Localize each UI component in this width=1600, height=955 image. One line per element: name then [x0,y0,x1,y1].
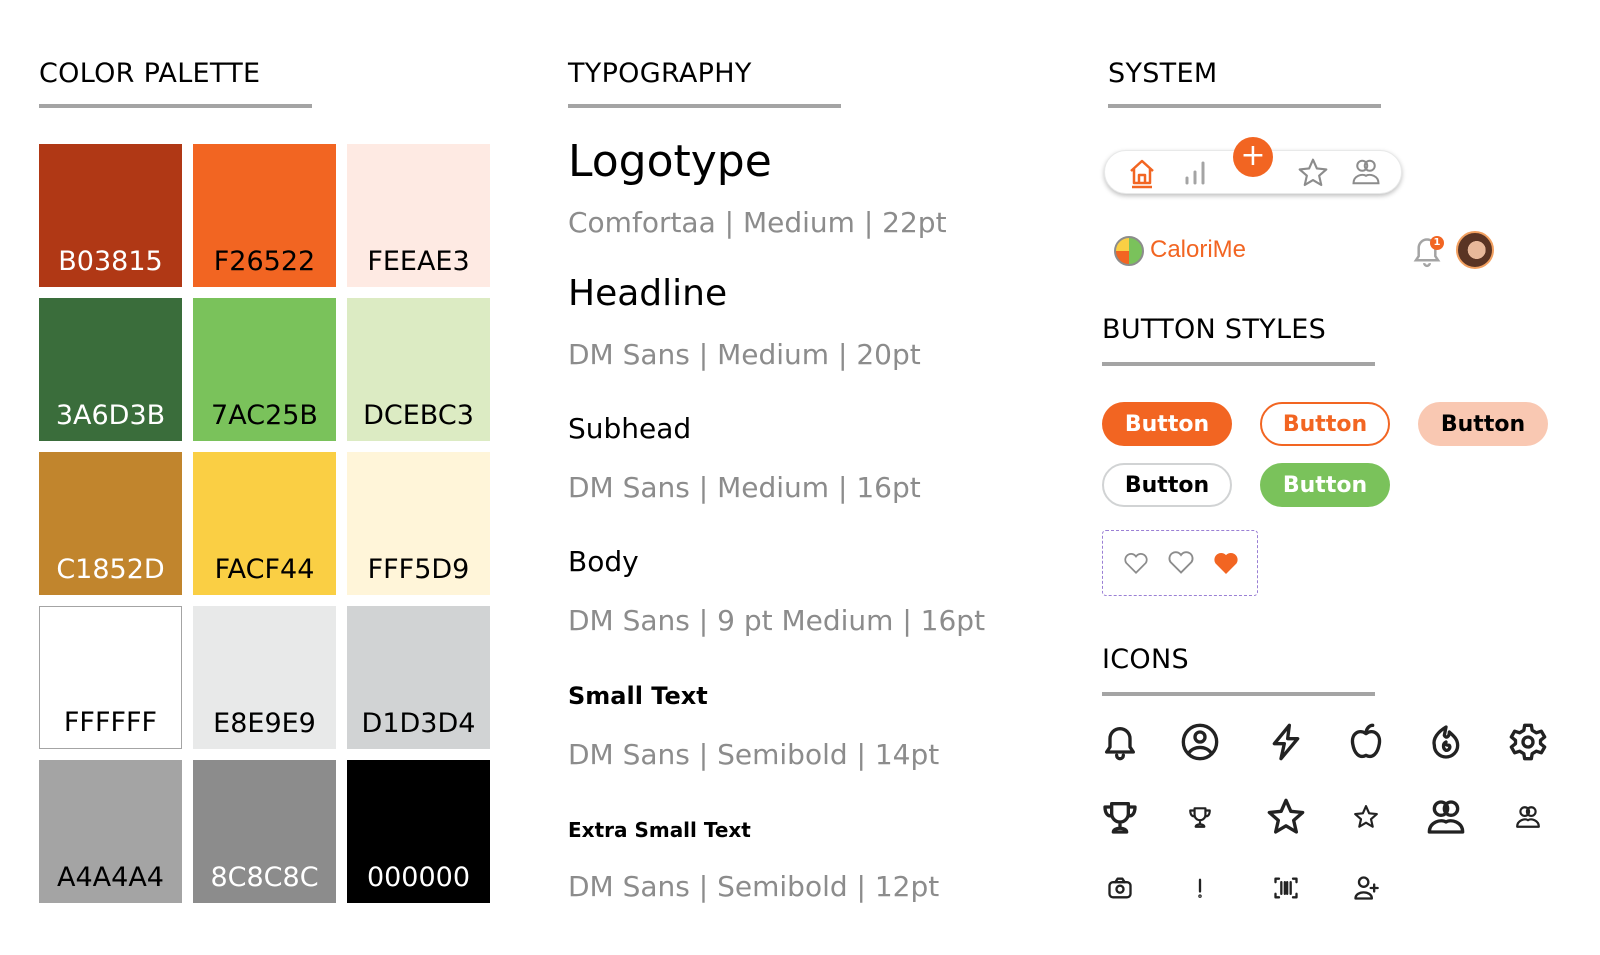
swatch-hex: F26522 [213,246,316,277]
home-icon[interactable] [1127,157,1157,189]
users-icon[interactable] [1351,157,1381,187]
color-swatch: B03815 [39,144,182,287]
buttons-title: BUTTON STYLES [1102,314,1327,345]
type-style-name: Subhead [568,412,692,445]
star-icon [1266,797,1306,837]
swatch-hex: D1D3D4 [361,708,476,739]
swatch-hex: C1852D [56,554,165,585]
chart-icon[interactable] [1183,159,1207,187]
notification-badge: 1 [1430,236,1444,250]
type-style-spec: DM Sans | Semibold | 14pt [568,738,940,771]
color-swatch: D1D3D4 [347,606,490,749]
palette-rule [39,104,312,108]
users-small-icon [1515,804,1541,830]
swatch-hex: 8C8C8C [210,862,319,893]
color-swatch: FFF5D9 [347,452,490,595]
swatch-hex: B03815 [58,246,163,277]
type-style-name: Small Text [568,682,708,710]
add-button[interactable]: + [1233,137,1273,177]
color-swatch: FEEAE3 [347,144,490,287]
color-swatch: F26522 [193,144,336,287]
tonal-button[interactable]: Button [1418,402,1548,446]
palette-title: COLOR PALETTE [39,58,261,89]
swatch-hex: 000000 [366,862,471,893]
color-swatch: DCEBC3 [347,298,490,441]
type-style-name: Headline [568,273,728,314]
type-style-name: Body [568,545,639,578]
swatch-hex: 7AC25B [211,400,318,431]
type-style-spec: DM Sans | Semibold | 12pt [568,870,940,903]
system-rule [1108,104,1381,108]
swatch-hex: DCEBC3 [363,400,474,431]
users-icon [1426,797,1466,837]
typography-rule [568,104,841,108]
flame-icon [1426,722,1466,762]
camera-icon [1106,874,1134,902]
barcode-icon [1272,874,1300,902]
type-style-spec: DM Sans | Medium | 20pt [568,338,921,371]
heart-icon[interactable] [1123,551,1149,575]
primary-button[interactable]: Button [1102,402,1232,446]
brand-name: CaloriMe [1150,236,1247,263]
apple-icon [1346,722,1386,762]
exclamation-icon [1186,874,1214,902]
outline-button[interactable]: Button [1260,402,1390,446]
color-swatch: 7AC25B [193,298,336,441]
lightning-icon [1266,722,1306,762]
type-style-spec: Comfortaa | Medium | 22pt [568,206,947,239]
type-style-name: Logotype [568,136,772,187]
plus-icon: + [1240,138,1266,173]
neutral-button[interactable]: Button [1102,463,1232,507]
user-circle-icon [1180,722,1220,762]
star-small-icon [1353,804,1379,830]
buttons-rule [1102,362,1375,366]
color-swatch: 8C8C8C [193,760,336,903]
brand-logo [1114,236,1144,266]
star-icon[interactable] [1297,157,1329,189]
swatch-hex: E8E9E9 [213,708,316,739]
avatar[interactable] [1456,231,1494,269]
user-add-icon [1352,874,1380,902]
type-style-spec: DM Sans | Medium | 16pt [568,471,921,504]
color-swatch: 000000 [347,760,490,903]
color-swatch: A4A4A4 [39,760,182,903]
system-title: SYSTEM [1108,58,1218,89]
swatch-hex: FFF5D9 [367,554,470,585]
swatch-hex: FACF44 [214,554,315,585]
trophy-icon [1100,797,1140,837]
heart-filled-icon[interactable] [1213,551,1239,575]
typography-title: TYPOGRAPHY [568,58,752,89]
color-swatch: FFFFFF [39,606,182,749]
color-swatch: E8E9E9 [193,606,336,749]
type-style-name: Extra Small Text [568,818,751,842]
type-style-spec: DM Sans | 9 pt Medium | 16pt [568,604,986,637]
gear-icon [1508,722,1548,762]
like-toggle-group [1102,530,1258,596]
icons-title: ICONS [1102,644,1189,675]
swatch-hex: 3A6D3B [55,400,166,431]
heart-icon[interactable] [1167,549,1195,575]
swatch-hex: FEEAE3 [367,246,470,277]
color-swatch: 3A6D3B [39,298,182,441]
icons-rule [1102,692,1375,696]
color-swatch: C1852D [39,452,182,595]
swatch-hex: A4A4A4 [57,862,164,893]
swatch-hex: FFFFFF [63,707,158,738]
trophy-small-icon [1187,804,1213,830]
bottom-nav-bar: + [1104,137,1402,194]
bell-icon [1100,722,1140,762]
success-button[interactable]: Button [1260,463,1390,507]
color-swatch: FACF44 [193,452,336,595]
